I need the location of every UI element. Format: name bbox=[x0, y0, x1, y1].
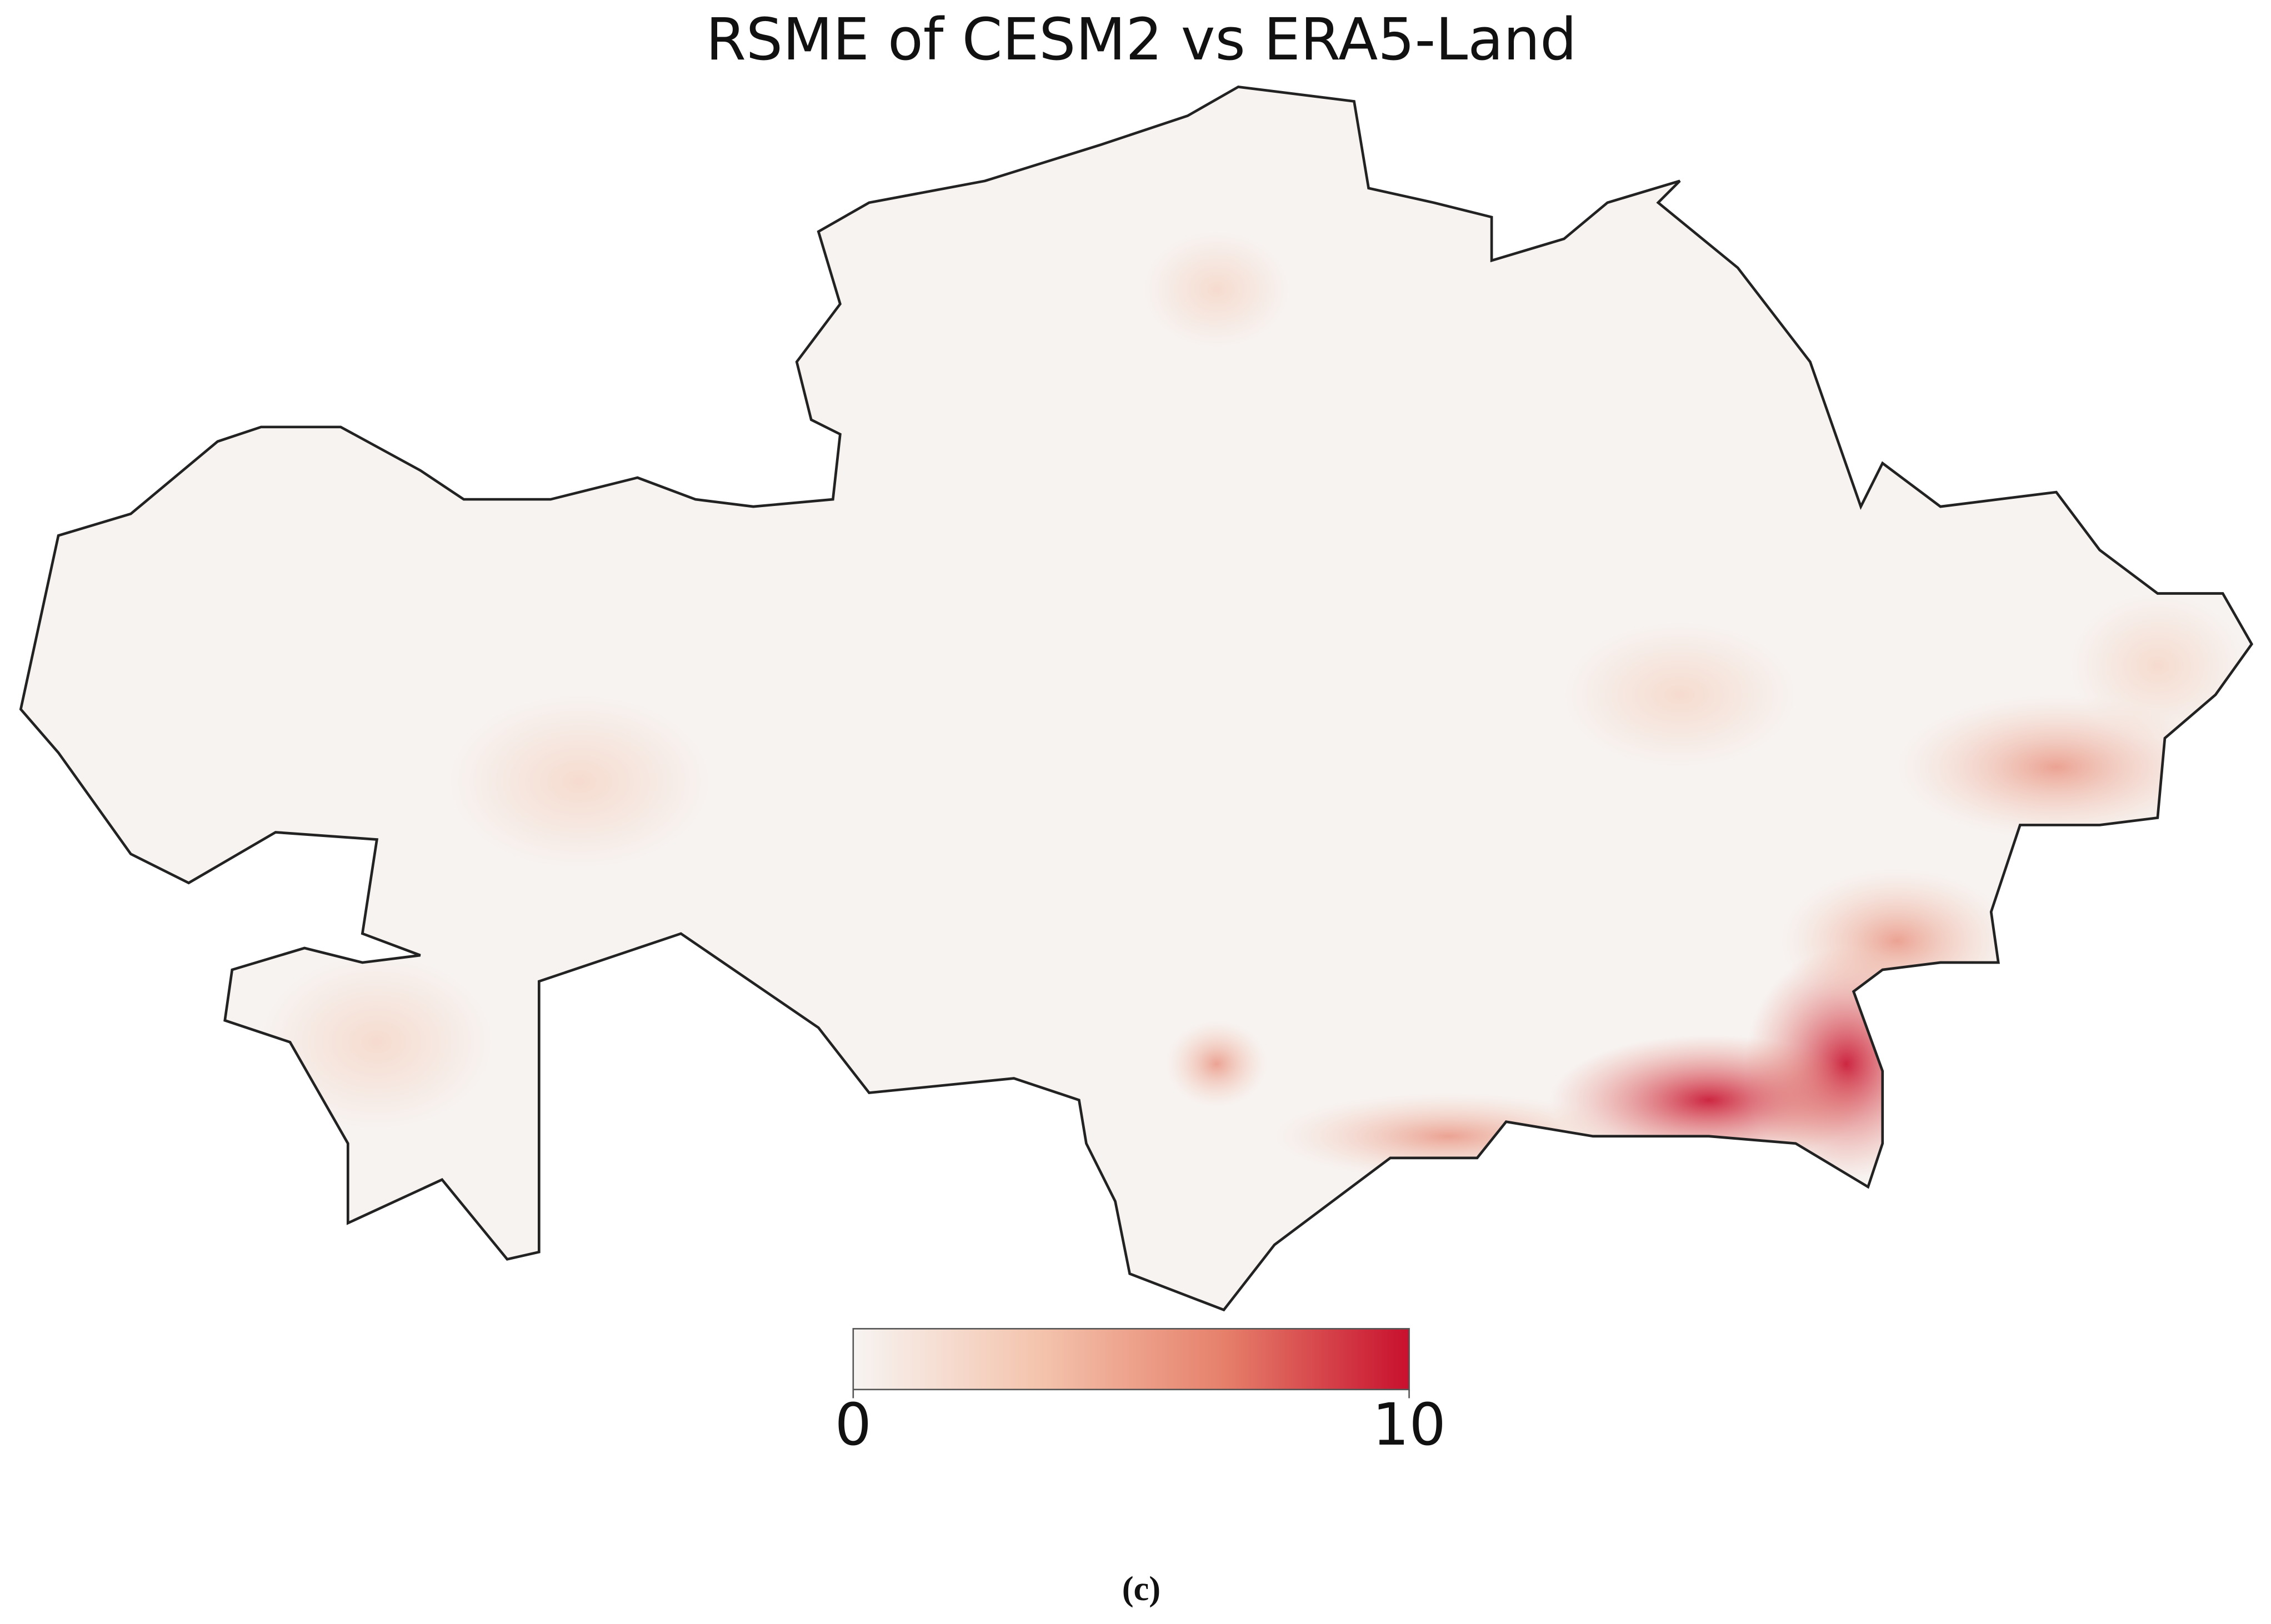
heat-blob bbox=[261, 955, 493, 1129]
heat-blob bbox=[2070, 593, 2245, 739]
caption: (c) bbox=[1122, 1569, 1160, 1608]
heat-blob bbox=[1781, 868, 2013, 1014]
heat-blob bbox=[1564, 622, 1796, 768]
colorbar-tick-label: 10 bbox=[1372, 1391, 1446, 1458]
heat-blob bbox=[449, 694, 710, 869]
heat-blob bbox=[1549, 1035, 1868, 1165]
colorbar bbox=[852, 1328, 1410, 1391]
heat-blob bbox=[1144, 231, 1289, 348]
heatmap bbox=[21, 87, 2252, 1310]
colorbar-tick-label: 0 bbox=[835, 1391, 872, 1458]
map-title: RSME of CESM2 vs ERA5-Land bbox=[706, 6, 1577, 73]
heat-blob bbox=[1274, 1092, 1622, 1180]
heatmap-base bbox=[21, 87, 2252, 1310]
heat-blob bbox=[1165, 1020, 1268, 1107]
